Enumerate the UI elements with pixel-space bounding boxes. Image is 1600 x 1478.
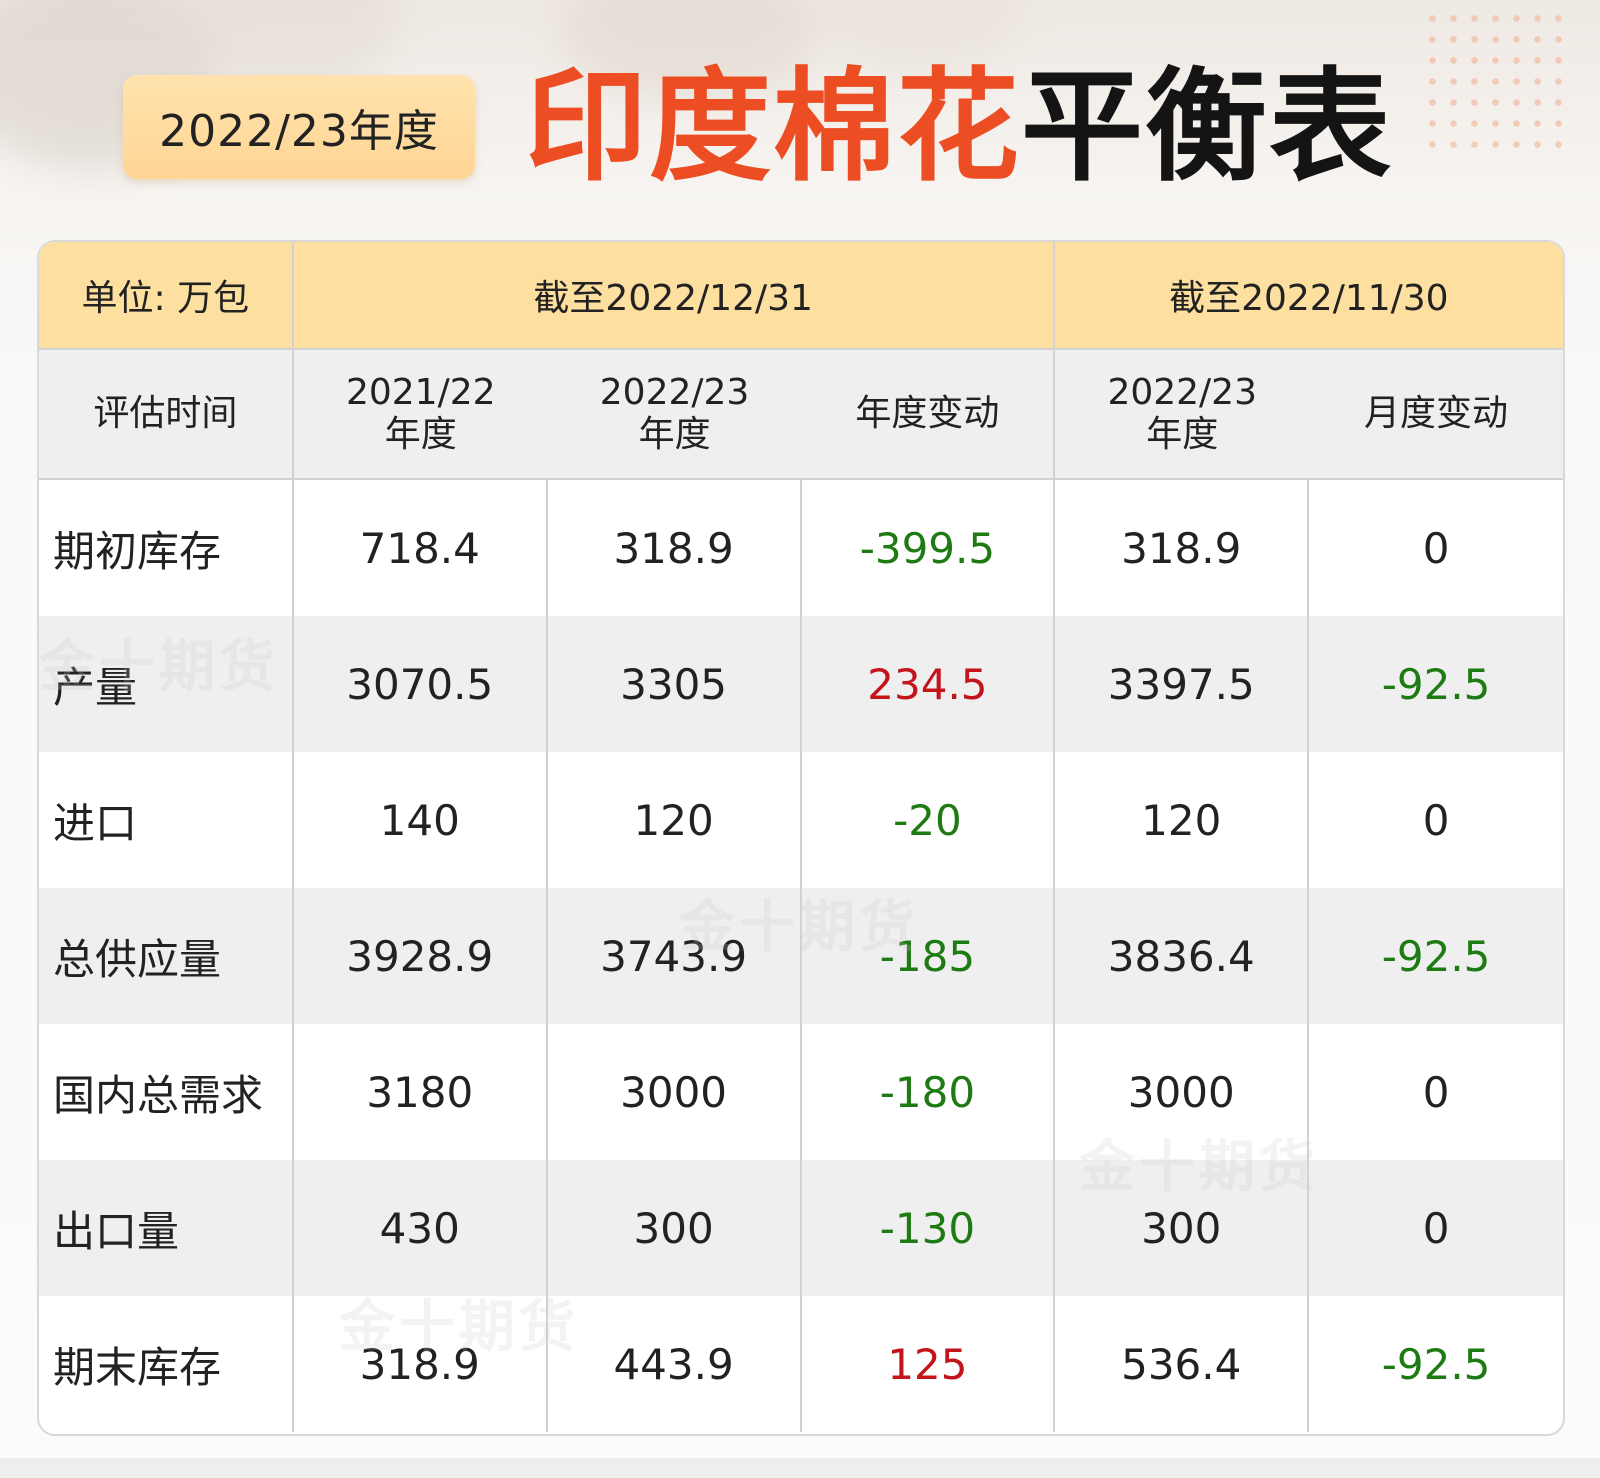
value-mom-change: -92.5 [1381, 931, 1491, 981]
col-header-line1: 2021/22 [345, 372, 496, 413]
row-label: 出口量 [39, 1160, 294, 1296]
value-yoy-change: -130 [802, 1160, 1056, 1296]
value-2022-23: 300 [548, 1160, 802, 1296]
value-2022-23-nov: 536.4 [1055, 1296, 1310, 1432]
col-mom-header: 月度变动 [1309, 350, 1563, 478]
value-yoy-change: 234.5 [802, 616, 1056, 752]
col-header-line2: 年度 [638, 414, 711, 455]
eval-time-header: 评估时间 [39, 350, 294, 478]
value-yoy-change: -399.5 [802, 480, 1056, 616]
value-mom-change: 0 [1422, 523, 1450, 573]
group-nov-header: 截至2022/11/30 [1169, 278, 1449, 319]
group-dec-header: 截至2022/12/31 [294, 242, 1055, 348]
value-2021-22: 718.4 [294, 480, 548, 616]
value-mom-change: -92.5 [1381, 659, 1491, 709]
col-header-text: 年度变动 [855, 393, 1000, 434]
value-2022-23-nov: 120 [1055, 752, 1310, 888]
value-2021-22: 3070.5 [294, 616, 548, 752]
value-2022-23: 443.9 [548, 1296, 802, 1432]
table-header-row-1: 单位: 万包 截至2022/12/31 截至2022/11/30 [39, 242, 1563, 350]
unit-label: 单位: 万包 [39, 242, 294, 348]
value-2022-23: 3305 [548, 616, 802, 752]
table-row: 总供应量 3928.9 3743.9 -185 3836.4 -92.5 [39, 888, 1563, 1024]
value-yoy-change: -20 [802, 752, 1056, 888]
value-2021-22: 3180 [294, 1024, 548, 1160]
value-2022-23-nov: 3836.4 [1055, 888, 1310, 1024]
value-yoy-change: -180 [802, 1024, 1056, 1160]
table-header-row-2: 评估时间 2021/22 年度 2022/23 年度 年度变动 2022/23 … [39, 350, 1563, 480]
value-2022-23-nov: 318.9 [1055, 480, 1310, 616]
value-2021-22: 430 [294, 1160, 548, 1296]
decorative-dot-grid [1422, 8, 1572, 158]
title-dark: 平衡表 [1021, 56, 1393, 198]
value-2022-23-nov: 3000 [1055, 1024, 1310, 1160]
col-2021-22-header: 2021/22 年度 [294, 350, 548, 478]
value-2022-23: 3743.9 [548, 888, 802, 1024]
table-row: 期初库存 718.4 318.9 -399.5 318.9 0 [39, 480, 1563, 616]
value-mom-change: 0 [1422, 1067, 1450, 1117]
eval-time-label: 评估时间 [93, 393, 238, 434]
value-yoy-change: -185 [802, 888, 1056, 1024]
col-2022-23-nov-header: 2022/23 年度 [1055, 350, 1309, 478]
col-2022-23-header: 2022/23 年度 [548, 350, 802, 478]
value-2022-23: 318.9 [548, 480, 802, 616]
title-accent: 印度棉花 [525, 56, 1021, 198]
col-header-text: 月度变动 [1364, 393, 1509, 434]
row-label: 总供应量 [39, 888, 294, 1024]
value-2022-23-nov: 3397.5 [1055, 616, 1310, 752]
table-row: 进口 140 120 -20 120 0 [39, 752, 1563, 888]
row-label: 产量 [39, 616, 294, 752]
value-mom-change: 0 [1422, 1203, 1450, 1253]
table-row: 期末库存 318.9 443.9 125 536.4 -92.5 [39, 1296, 1563, 1432]
row-label: 进口 [39, 752, 294, 888]
value-2022-23-nov: 300 [1055, 1160, 1310, 1296]
table-row: 产量 3070.5 3305 234.5 3397.5 -92.5 [39, 616, 1563, 752]
value-2022-23: 3000 [548, 1024, 802, 1160]
col-header-line2: 年度 [1146, 414, 1219, 455]
value-mom-change: -92.5 [1381, 1339, 1491, 1389]
row-label: 期初库存 [39, 480, 294, 616]
col-yoy-header: 年度变动 [801, 350, 1056, 478]
table-row: 出口量 430 300 -130 300 0 [39, 1160, 1563, 1296]
col-header-line1: 2022/23 [599, 372, 750, 413]
value-yoy-change: 125 [802, 1296, 1056, 1432]
col-header-line1: 2022/23 [1107, 372, 1257, 413]
value-mom-change: 0 [1422, 795, 1450, 845]
col-header-line2: 年度 [384, 414, 457, 455]
value-2021-22: 140 [294, 752, 548, 888]
value-2022-23: 120 [548, 752, 802, 888]
page-title: 印度棉花平衡表 [525, 52, 1393, 202]
row-label: 期末库存 [39, 1296, 294, 1432]
table-row: 国内总需求 3180 3000 -180 3000 0 [39, 1024, 1563, 1160]
value-2021-22: 318.9 [294, 1296, 548, 1432]
row-label: 国内总需求 [39, 1024, 294, 1160]
balance-table: 单位: 万包 截至2022/12/31 截至2022/11/30 评估时间 20… [37, 240, 1565, 1436]
value-2021-22: 3928.9 [294, 888, 548, 1024]
year-badge: 2022/23年度 [123, 75, 475, 179]
bottom-strip [0, 1458, 1600, 1478]
